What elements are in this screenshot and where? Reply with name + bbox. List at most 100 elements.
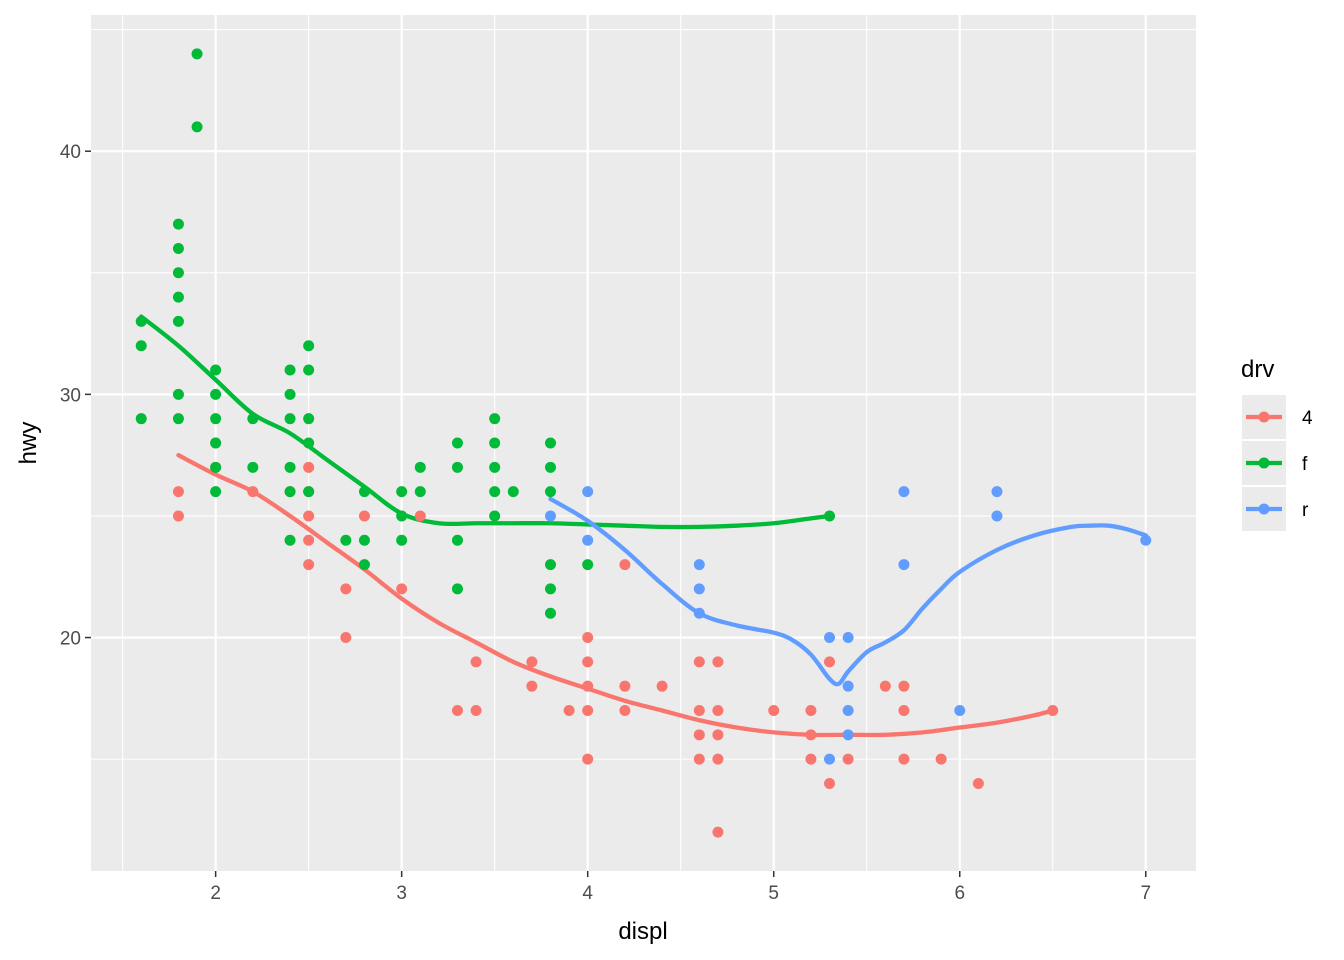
data-point-r <box>824 753 836 765</box>
data-point-f <box>172 388 184 400</box>
data-point-f <box>507 486 519 498</box>
data-point-f <box>489 486 501 498</box>
data-point-4 <box>898 680 910 692</box>
data-point-4 <box>526 680 538 692</box>
data-point-f <box>172 413 184 425</box>
data-point-4 <box>303 534 315 546</box>
data-point-4 <box>898 705 910 716</box>
data-point-r <box>954 705 966 716</box>
data-point-4 <box>693 656 705 668</box>
data-point-4 <box>340 632 352 644</box>
data-point-f <box>303 340 315 352</box>
data-point-4 <box>972 777 984 789</box>
data-point-f <box>172 315 184 327</box>
data-point-4 <box>172 510 184 522</box>
legend: drv 4 f r <box>1241 356 1313 531</box>
x-tick-label: 6 <box>954 883 965 904</box>
data-point-r <box>842 680 854 692</box>
data-point-f <box>489 437 501 449</box>
data-point-f <box>396 510 408 522</box>
data-point-f <box>451 461 463 473</box>
data-point-r <box>693 607 705 619</box>
smooth-line-4 <box>176 453 1055 738</box>
data-point-f <box>544 559 556 571</box>
data-point-4 <box>693 705 705 716</box>
y-tick-label: 20 <box>60 629 81 650</box>
legend-label-4: 4 <box>1302 408 1313 429</box>
data-point-f <box>303 364 315 376</box>
data-point-4 <box>824 777 836 789</box>
legend-key-point-r <box>1258 503 1270 515</box>
data-point-4 <box>1047 705 1059 716</box>
data-point-f <box>824 510 836 522</box>
y-tick-label: 30 <box>60 385 81 406</box>
data-point-f <box>544 583 556 595</box>
data-point-f <box>489 510 501 522</box>
data-point-4 <box>303 559 315 571</box>
data-point-4 <box>172 486 184 498</box>
data-point-4 <box>414 510 426 522</box>
legend-key-point-f <box>1258 457 1270 469</box>
legend-key-point-4 <box>1258 411 1270 423</box>
data-point-f <box>582 559 594 571</box>
data-point-4 <box>451 705 463 716</box>
data-point-f <box>210 364 222 376</box>
data-point-f <box>284 364 296 376</box>
legend-title: drv <box>1241 356 1274 383</box>
data-point-f <box>191 121 203 133</box>
data-point-f <box>489 461 501 473</box>
data-point-r <box>582 486 594 498</box>
data-points <box>135 48 1152 838</box>
data-point-f <box>340 534 352 546</box>
data-point-r <box>991 510 1003 522</box>
data-point-f <box>451 534 463 546</box>
plot-panel <box>91 15 1196 871</box>
data-point-4 <box>935 753 947 765</box>
y-axis: 20 30 40 <box>60 142 91 650</box>
data-point-4 <box>768 705 780 716</box>
x-tick-label: 3 <box>396 883 407 904</box>
data-point-f <box>414 461 426 473</box>
data-point-r <box>898 486 910 498</box>
data-point-4 <box>842 753 854 765</box>
y-tick-label: 40 <box>60 142 81 163</box>
data-point-f <box>396 486 408 498</box>
data-point-f <box>303 437 315 449</box>
legend-label-r: r <box>1302 500 1309 521</box>
data-point-f <box>284 461 296 473</box>
data-point-4 <box>358 510 370 522</box>
data-point-f <box>358 486 370 498</box>
x-axis: 2 3 4 5 6 7 <box>210 871 1151 904</box>
data-point-f <box>172 218 184 230</box>
x-axis-title: displ <box>618 918 667 945</box>
data-point-f <box>358 559 370 571</box>
data-point-4 <box>526 656 538 668</box>
data-point-4 <box>563 705 575 716</box>
data-point-r <box>693 583 705 595</box>
data-point-r <box>991 486 1003 498</box>
data-point-f <box>396 534 408 546</box>
data-point-f <box>544 437 556 449</box>
data-point-4 <box>824 656 836 668</box>
data-point-f <box>135 413 147 425</box>
data-point-4 <box>805 705 817 716</box>
data-point-f <box>451 583 463 595</box>
data-point-4 <box>582 753 594 765</box>
data-point-r <box>842 729 854 741</box>
data-point-f <box>358 534 370 546</box>
data-point-4 <box>396 583 408 595</box>
data-point-4 <box>247 486 259 498</box>
x-tick-label: 4 <box>582 883 593 904</box>
data-point-f <box>210 486 222 498</box>
data-point-4 <box>582 705 594 716</box>
y-axis-title: hwy <box>15 422 42 465</box>
data-point-r <box>544 510 556 522</box>
data-point-f <box>284 486 296 498</box>
data-point-f <box>544 607 556 619</box>
data-point-r <box>1140 534 1152 546</box>
data-point-r <box>824 632 836 644</box>
data-point-4 <box>619 705 631 716</box>
data-point-f <box>247 461 259 473</box>
data-point-4 <box>582 680 594 692</box>
